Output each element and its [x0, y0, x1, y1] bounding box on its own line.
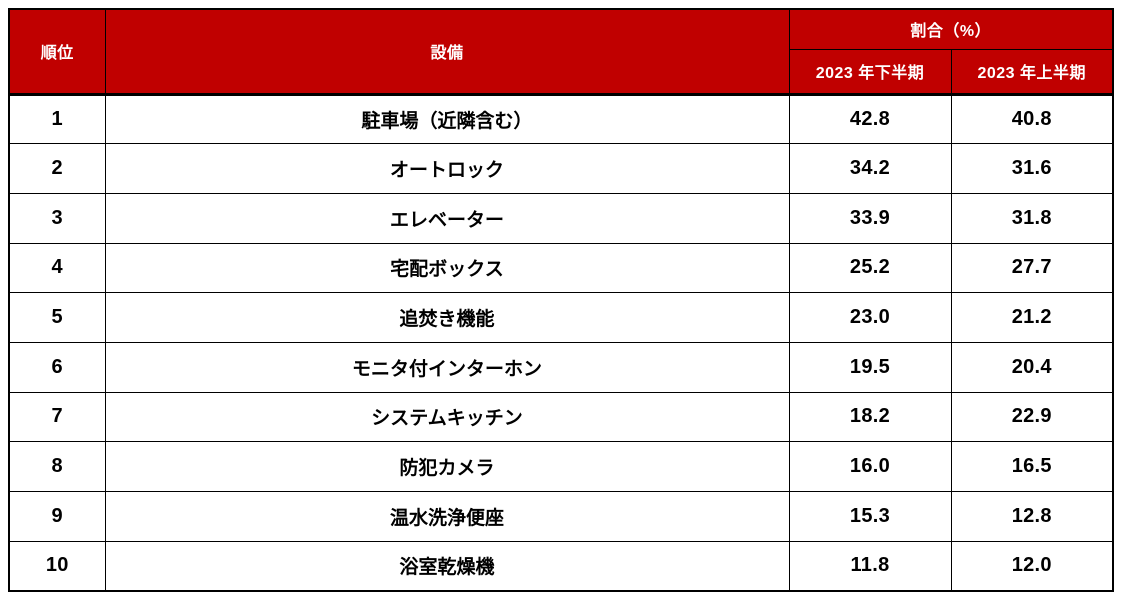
header-period-2023-h1: 2023 年上半期 — [950, 48, 1114, 96]
equipment-cell: 温水洗浄便座 — [104, 491, 790, 542]
equipment-cell: モニタ付インターホン — [104, 341, 790, 393]
table-header: 順位 設備 割合（%） 2023 年下半期 2023 年上半期 — [8, 8, 1114, 96]
table-row: 3 エレベーター 33.9 31.8 — [8, 192, 1114, 244]
header-rank: 順位 — [8, 8, 106, 96]
table-row: 5 追焚き機能 23.0 21.2 — [8, 292, 1114, 343]
equipment-cell: システムキッチン — [104, 391, 790, 443]
rank-cell: 9 — [8, 491, 106, 542]
header-period-2023-h2: 2023 年下半期 — [788, 48, 952, 96]
equipment-ranking-table: 順位 設備 割合（%） 2023 年下半期 2023 年上半期 1 駐車場（近隣含… — [8, 8, 1115, 592]
equipment-cell: オートロック — [104, 143, 790, 194]
rank-cell: 3 — [8, 192, 106, 244]
ratio-2023-h1-cell: 21.2 — [950, 292, 1114, 343]
ratio-2023-h1-cell: 16.5 — [950, 441, 1114, 492]
equipment-cell: 浴室乾燥機 — [104, 540, 790, 592]
ratio-2023-h1-cell: 27.7 — [950, 242, 1114, 294]
equipment-cell: エレベーター — [104, 192, 790, 244]
rank-cell: 10 — [8, 540, 106, 592]
header-period-row: 2023 年下半期 2023 年上半期 — [9, 48, 1114, 96]
table-row: 2 オートロック 34.2 31.6 — [8, 143, 1114, 194]
table-row: 6 モニタ付インターホン 19.5 20.4 — [8, 341, 1114, 393]
table-row: 1 駐車場（近隣含む） 42.8 40.8 — [8, 93, 1114, 145]
equipment-cell: 防犯カメラ — [104, 441, 790, 492]
table-body: 1 駐車場（近隣含む） 42.8 40.8 2 オートロック 34.2 31.6 3 エレベーター… — [8, 93, 1114, 592]
ratio-2023-h2-cell: 11.8 — [788, 540, 952, 592]
ratio-2023-h1-cell: 22.9 — [950, 391, 1114, 443]
ratio-2023-h2-cell: 42.8 — [788, 93, 952, 145]
ratio-2023-h2-cell: 33.9 — [788, 192, 952, 244]
rank-cell: 6 — [8, 341, 106, 393]
ratio-2023-h1-cell: 31.6 — [950, 143, 1114, 194]
ratio-2023-h2-cell: 16.0 — [788, 441, 952, 492]
header-equipment: 設備 — [104, 8, 790, 96]
ratio-2023-h1-cell: 12.0 — [950, 540, 1114, 592]
ratio-2023-h2-cell: 15.3 — [788, 491, 952, 542]
table-row: 8 防犯カメラ 16.0 16.5 — [8, 441, 1114, 492]
rank-cell: 5 — [8, 292, 106, 343]
ratio-2023-h1-cell: 12.8 — [950, 491, 1114, 542]
equipment-cell: 駐車場（近隣含む） — [104, 93, 790, 145]
ratio-2023-h2-cell: 23.0 — [788, 292, 952, 343]
table-row: 7 システムキッチン 18.2 22.9 — [8, 391, 1114, 443]
rank-cell: 8 — [8, 441, 106, 492]
ratio-2023-h2-cell: 19.5 — [788, 341, 952, 393]
table-row: 9 温水洗浄便座 15.3 12.8 — [8, 491, 1114, 542]
ratio-2023-h1-cell: 31.8 — [950, 192, 1114, 244]
ratio-2023-h2-cell: 34.2 — [788, 143, 952, 194]
equipment-cell: 宅配ボックス — [104, 242, 790, 294]
ratio-2023-h2-cell: 18.2 — [788, 391, 952, 443]
equipment-cell: 追焚き機能 — [104, 292, 790, 343]
rank-cell: 7 — [8, 391, 106, 443]
table-row: 10 浴室乾燥機 11.8 12.0 — [8, 540, 1114, 592]
ratio-2023-h1-cell: 40.8 — [950, 93, 1114, 145]
ratio-2023-h1-cell: 20.4 — [950, 341, 1114, 393]
rank-cell: 2 — [8, 143, 106, 194]
header-ratio-group: 割合（%） — [788, 8, 1114, 50]
header-group-row: 順位 設備 割合（%） — [8, 8, 1114, 96]
rank-cell: 1 — [8, 93, 106, 145]
rank-cell: 4 — [8, 242, 106, 294]
ratio-2023-h2-cell: 25.2 — [788, 242, 952, 294]
table-row: 4 宅配ボックス 25.2 27.7 — [8, 242, 1114, 294]
